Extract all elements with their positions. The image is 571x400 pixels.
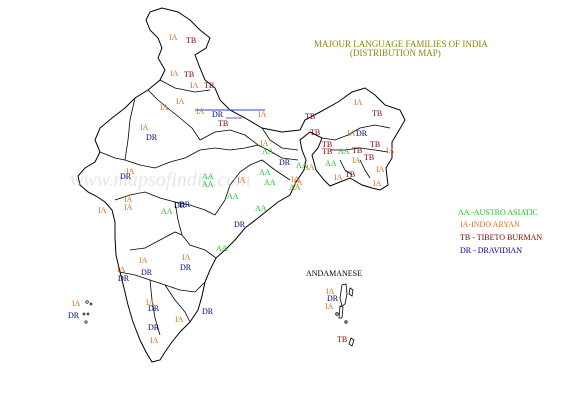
region-label-tb: TB: [186, 36, 196, 45]
andaman-nicobar-islands: [335, 283, 355, 347]
region-label-tb: TB: [345, 170, 355, 179]
region-label-tb: TB: [305, 112, 315, 121]
region-label-dr: DR: [120, 172, 132, 181]
map-title-line1: MAJOUR LANGUAGE FAMILIES OF INDIA: [314, 39, 488, 49]
region-label-dr: DR: [327, 294, 339, 303]
region-label-tb: TB: [310, 128, 320, 137]
region-label-ia: IA: [376, 165, 385, 174]
region-label-tb: TB: [372, 109, 382, 118]
region-label-aa: AA: [202, 172, 214, 181]
region-label-aa: AA: [264, 178, 276, 187]
region-label-tb: TB: [218, 119, 228, 128]
watermark: www.mapsofindia.com: [70, 169, 251, 191]
legend: AA -AUSTRO ASIATIC IA-INDO ARYAN TB - TIBE…: [458, 208, 542, 255]
region-label-tb: TB: [370, 140, 380, 149]
region-label-ia: IA: [176, 97, 185, 106]
legend-item-dr: DR - DRAVIDIAN: [460, 246, 522, 255]
region-label-aa: AA: [216, 244, 228, 253]
region-label-ia: IA: [294, 178, 303, 187]
region-label-ia: IA: [139, 256, 148, 265]
region-label-dr: DR: [148, 304, 160, 313]
region-label-ia: IA: [386, 146, 395, 155]
region-label-aa: AA: [161, 207, 173, 216]
region-label-dr: DR: [0, 0, 12, 2]
region-label-ia: IA: [325, 302, 334, 311]
region-label-ia: IA: [124, 195, 133, 204]
region-label-ia: IA: [306, 163, 315, 172]
region-label-ia: IA: [196, 107, 205, 116]
region-label-tb: TB: [204, 81, 214, 90]
region-label-aa: AA: [202, 180, 214, 189]
region-label-aa: AA: [262, 147, 274, 156]
region-label-dr: DR: [202, 307, 214, 316]
india-outline: [77, 7, 406, 363]
region-label-ia: IA: [347, 129, 356, 138]
region-label-ia: IA: [117, 265, 126, 274]
region-label-aa: AA: [227, 192, 239, 201]
region-label-tb: TB: [184, 70, 194, 79]
region-label-aa: AA: [0, 0, 12, 2]
region-label-dr: DR: [356, 129, 368, 138]
region-label-ia: IA: [258, 110, 267, 119]
region-label-dr: DR: [174, 201, 186, 210]
region-label-ia: IA: [175, 315, 184, 324]
region-label-ia: IA: [182, 253, 191, 262]
region-label-ia: IA: [160, 103, 169, 112]
region-label-aa: AA: [338, 147, 350, 156]
region-label-dr: DR: [68, 311, 80, 320]
region-label-ia: IA: [146, 298, 155, 307]
region-label-tb: TB: [322, 140, 332, 149]
region-label-aa: AA: [325, 159, 337, 168]
region-label-ia: IA: [237, 176, 246, 185]
region-label-ia: IA: [352, 156, 361, 165]
region-label-ia: IA: [190, 81, 199, 90]
region-label-ia: IA: [126, 167, 135, 176]
state-borders: [99, 79, 391, 336]
region-label-ia: IA: [72, 299, 81, 308]
region-label-ia: IA: [150, 336, 159, 345]
region-label-dr: DR: [212, 110, 224, 119]
region-label-dr: DR: [279, 158, 291, 167]
region-label-aa: AA: [255, 204, 267, 213]
region-label-dr: DR: [141, 268, 153, 277]
region-label-dr: DR: [180, 263, 192, 272]
region-label-tb: TB: [337, 335, 347, 344]
region-label-dr: DR: [179, 200, 191, 209]
region-label-ia: IA: [260, 139, 269, 148]
region-label-ia: IA: [334, 173, 343, 182]
legend-item-tb: TB - TIBETO BURMAN: [460, 233, 542, 242]
andamanese-label: ANDAMANESE: [306, 269, 362, 278]
region-label-dr: DR: [146, 133, 158, 142]
region-label-tb: TB: [322, 147, 332, 156]
region-label-ia: IA: [140, 123, 149, 132]
region-label-ia: IA: [326, 287, 335, 296]
legend-item-ia: IA-INDO ARYAN: [460, 220, 520, 229]
lakshadweep-islands: [82, 300, 93, 324]
region-label-tb: TB: [364, 153, 374, 162]
region-label-dr: DR: [234, 220, 246, 229]
region-label-ia: IA: [98, 206, 107, 215]
region-label-ia: IA: [124, 203, 133, 212]
region-label-aa: AA: [296, 161, 308, 170]
region-label-dr: DR: [148, 323, 160, 332]
region-label-ia: IA: [170, 69, 179, 78]
region-label-ia: IA: [354, 98, 363, 107]
map-title-line2: (DISTRIBUTION MAP): [350, 48, 441, 58]
region-label-tb: TB: [352, 146, 362, 155]
region-label-aa: AA: [289, 183, 301, 192]
region-label-ia: IA: [169, 33, 178, 42]
region-label-ia: IA: [373, 179, 382, 188]
legend-item-aa: AA -AUSTRO ASIATIC: [458, 208, 538, 217]
region-label-dr: DR: [118, 274, 130, 283]
region-label-aa: AA: [259, 168, 271, 177]
region-label-ia: IA: [291, 175, 300, 184]
